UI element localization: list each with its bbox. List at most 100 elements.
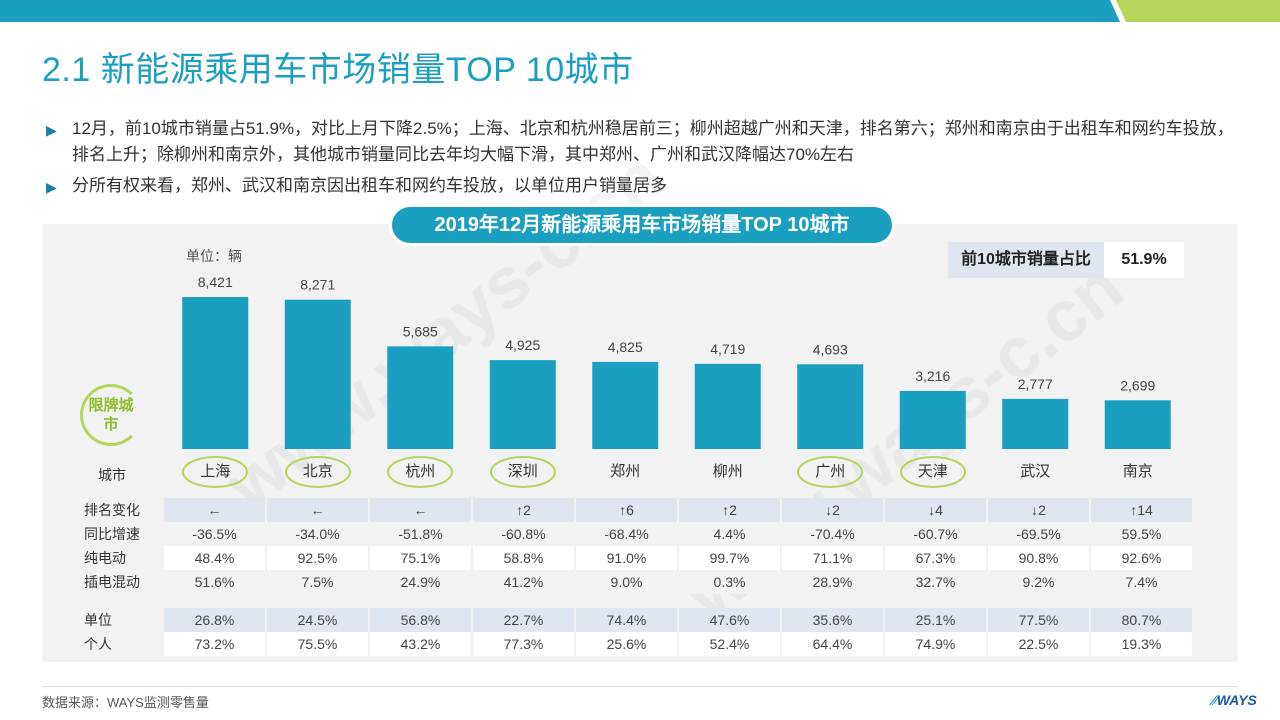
bullet-text: 分所有权来看，郑州、武汉和南京因出租车和网约车投放，以单位用户销量居多 <box>72 176 667 195</box>
table-row: 纯电动 48.4% 92.5% 75.1% 58.8% 91.0% 99.7% 71.1% 67… <box>82 546 1194 570</box>
table-cell: 75.1% <box>370 546 473 570</box>
table-row: 排名变化 ← ← ← ↑2 ↑6 ↑2 ↓2 ↓4 ↓2 ↑14 <box>82 498 1194 522</box>
table-cell: 74.9% <box>885 632 988 656</box>
table-cell: 51.6% <box>164 570 267 594</box>
bar-value-label: 8,271 <box>300 277 335 293</box>
table-cell: 90.8% <box>988 546 1091 570</box>
table-cell: 32.7% <box>885 570 988 594</box>
table-cell: 75.5% <box>267 632 370 656</box>
table-cell: ↑14 <box>1091 498 1194 522</box>
table-cell: 56.8% <box>370 608 473 632</box>
row-label: 排名变化 <box>84 502 140 518</box>
table-cell: 77.3% <box>473 632 576 656</box>
bullet-item: ▶ 12月，前10城市销量占51.9%，对比上月下降2.5%；上海、北京和杭州稳… <box>46 116 1246 168</box>
table-cell: 24.9% <box>370 570 473 594</box>
bullet-arrow-icon: ▶ <box>46 122 57 138</box>
table-cell: 25.1% <box>885 608 988 632</box>
city-label: 天津 <box>899 456 966 488</box>
table-cell: -60.8% <box>473 522 576 546</box>
table-cell: 22.7% <box>473 608 576 632</box>
logo-text: WAYS <box>1216 692 1257 708</box>
top-banner <box>0 0 1280 22</box>
bar-上海 <box>182 297 249 449</box>
table-cell: 77.5% <box>988 608 1091 632</box>
ways-logo: ⁄⁄WAYS <box>1212 692 1257 708</box>
table-cell: 59.5% <box>1091 522 1194 546</box>
city-label: 南京 <box>1122 463 1153 480</box>
limit-city-badge: 限牌城市 <box>80 384 142 446</box>
table-cell: 67.3% <box>885 546 988 570</box>
table-cell: ← <box>267 498 370 522</box>
table-spacer <box>82 594 1194 608</box>
table-cell: 35.6% <box>782 608 885 632</box>
table-cell: 43.2% <box>370 632 473 656</box>
table-cell: 71.1% <box>782 546 885 570</box>
share-label: 前10城市销量占比 <box>948 242 1104 278</box>
table-cell: 24.5% <box>267 608 370 632</box>
page-title: 2.1 新能源乘用车市场销量TOP 10城市 <box>42 51 634 89</box>
chart-title: 2019年12月新能源乘用车市场销量TOP 10城市 <box>392 207 892 243</box>
table-cell: ↑2 <box>679 498 782 522</box>
top10-share-box: 前10城市销量占比 51.9% <box>948 242 1184 278</box>
table-cell: ← <box>370 498 473 522</box>
table-row: 插电混动 51.6% 7.5% 24.9% 41.2% 9.0% 0.3% 28.9% 32.7… <box>82 570 1194 594</box>
bar-北京 <box>284 299 351 449</box>
city-label: 郑州 <box>610 463 641 480</box>
table-cell: ↑6 <box>576 498 679 522</box>
table-cell: 73.2% <box>164 632 267 656</box>
table-cell: 64.4% <box>782 632 885 656</box>
bar-value-label: 4,925 <box>505 337 540 353</box>
bar-value-label: 4,693 <box>813 341 848 357</box>
city-label: 上海 <box>182 456 249 488</box>
table-cell: 91.0% <box>576 546 679 570</box>
table-cell: -69.5% <box>988 522 1091 546</box>
table-cell: ↓2 <box>782 498 885 522</box>
city-label: 北京 <box>284 456 351 488</box>
table-cell: 22.5% <box>988 632 1091 656</box>
table-cell: ← <box>164 498 267 522</box>
table-cell: 7.4% <box>1091 570 1194 594</box>
bar-郑州 <box>592 361 659 449</box>
table-cell: -68.4% <box>576 522 679 546</box>
table-cell: 4.4% <box>679 522 782 546</box>
city-label: 深圳 <box>489 456 556 488</box>
bar-value-label: 4,825 <box>608 339 643 355</box>
bar-武汉 <box>1002 398 1069 449</box>
table-cell: 9.2% <box>988 570 1091 594</box>
table-cell: -34.0% <box>267 522 370 546</box>
table-cell: 48.4% <box>164 546 267 570</box>
bar-value-label: 5,685 <box>403 323 438 339</box>
table-cell: 0.3% <box>679 570 782 594</box>
bar-深圳 <box>489 360 556 449</box>
city-label: 杭州 <box>387 456 454 488</box>
table-cell: 52.4% <box>679 632 782 656</box>
bar-value-label: 2,777 <box>1018 376 1053 392</box>
table-cell: -60.7% <box>885 522 988 546</box>
bullet-text: 12月，前10城市销量占51.9%，对比上月下降2.5%；上海、北京和杭州稳居前… <box>72 119 1234 164</box>
city-label: 柳州 <box>712 463 743 480</box>
table-row: 个人 73.2% 75.5% 43.2% 77.3% 25.6% 52.4% 64.4% 74.… <box>82 632 1194 656</box>
table-cell: 80.7% <box>1091 608 1194 632</box>
table-cell: 99.7% <box>679 546 782 570</box>
table-cell: 47.6% <box>679 608 782 632</box>
bar-value-label: 8,421 <box>198 274 233 290</box>
table-cell: 19.3% <box>1091 632 1194 656</box>
table-cell: 25.6% <box>576 632 679 656</box>
table-cell: ↓2 <box>988 498 1091 522</box>
table-row: 单位 26.8% 24.5% 56.8% 22.7% 74.4% 47.6% 35.6% 25.… <box>82 608 1194 632</box>
bar-value-label: 4,719 <box>710 341 745 357</box>
table-cell: -70.4% <box>782 522 885 546</box>
bullet-list: ▶ 12月，前10城市销量占51.9%，对比上月下降2.5%；上海、北京和杭州稳… <box>46 116 1246 204</box>
row-label: 同比增速 <box>84 526 140 542</box>
bar-柳州 <box>694 363 761 449</box>
table-cell: -36.5% <box>164 522 267 546</box>
bar-value-label: 2,699 <box>1120 377 1155 393</box>
table-cell: ↑2 <box>473 498 576 522</box>
data-source: 数据来源：WAYS监测零售量 <box>42 695 209 710</box>
table-row: 同比增速 -36.5% -34.0% -51.8% -60.8% -68.4% 4.4% -7… <box>82 522 1194 546</box>
bullet-item: ▶ 分所有权来看，郑州、武汉和南京因出租车和网约车投放，以单位用户销量居多 <box>46 173 1246 199</box>
share-value: 51.9% <box>1121 251 1167 268</box>
city-row-label: 城市 <box>98 467 126 483</box>
table-cell: 92.6% <box>1091 546 1194 570</box>
